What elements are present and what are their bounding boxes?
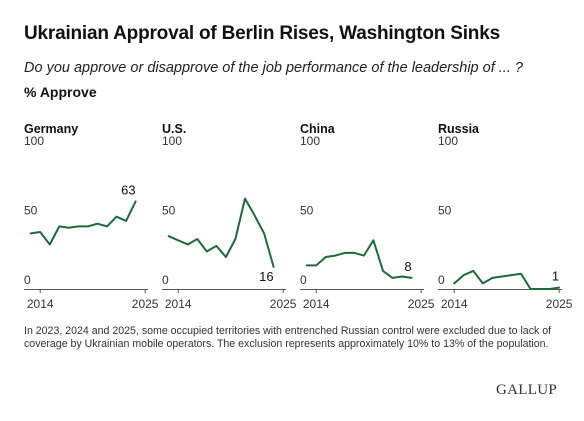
data-label-end: 63: [121, 182, 135, 197]
data-label-end: 16: [259, 269, 273, 284]
y-tick-label: 100: [438, 134, 458, 148]
y-tick-label: 50: [162, 204, 176, 218]
x-tick-label: 2025: [270, 297, 297, 311]
y-tick-label: 50: [438, 204, 452, 218]
data-label-end: 1: [552, 269, 559, 284]
series-line-china: [305, 239, 413, 279]
x-tick-label: 2025: [132, 297, 159, 311]
panel-title-china: China: [300, 122, 336, 136]
x-tick-label: 2025: [546, 297, 573, 311]
y-tick-label: 0: [24, 273, 31, 287]
y-tick-label: 100: [300, 134, 320, 148]
chart-title: Ukrainian Approval of Berlin Rises, Wash…: [24, 23, 500, 44]
data-label-end: 8: [404, 259, 411, 274]
y-tick-label: 0: [300, 273, 307, 287]
y-tick-label: 100: [162, 134, 182, 148]
series-line-germany: [29, 200, 137, 246]
panel-title-u-s: U.S.: [162, 122, 186, 136]
panel-title-russia: Russia: [438, 122, 480, 136]
metric-label: % Approve: [24, 84, 97, 100]
chart-subtitle: Do you approve or disapprove of the job …: [24, 60, 523, 76]
series-line-russia: [453, 269, 561, 290]
series-line-u-s: [167, 197, 275, 268]
y-tick-label: 100: [24, 134, 44, 148]
x-tick-label: 2025: [408, 297, 435, 311]
y-tick-label: 0: [438, 273, 445, 287]
y-tick-label: 50: [24, 204, 38, 218]
x-tick-label: 2014: [303, 297, 330, 311]
footnote: In 2023, 2024 and 2025, some occupied te…: [24, 325, 552, 350]
gallup-logo: GALLUP: [496, 382, 557, 398]
x-tick-label: 2014: [27, 297, 54, 311]
x-tick-label: 2014: [165, 297, 192, 311]
panel-title-germany: Germany: [24, 122, 78, 136]
y-tick-label: 50: [300, 204, 314, 218]
x-tick-label: 2014: [441, 297, 468, 311]
y-tick-label: 0: [162, 273, 169, 287]
